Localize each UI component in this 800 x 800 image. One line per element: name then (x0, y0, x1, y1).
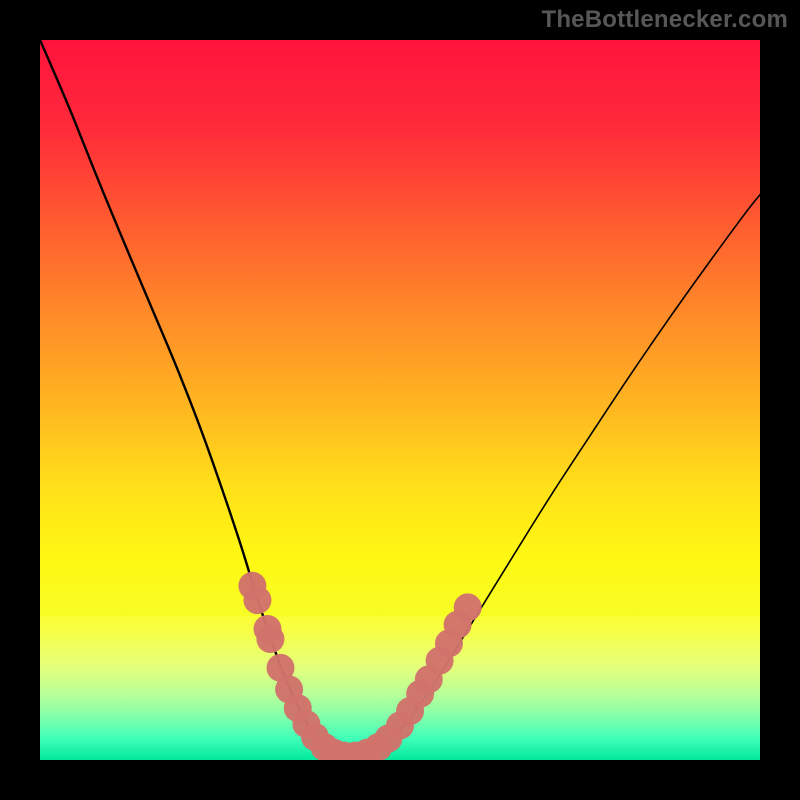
marker-dot (256, 625, 284, 653)
watermark-text: TheBottlenecker.com (541, 6, 788, 34)
chart-svg (40, 40, 760, 760)
marker-dot (243, 586, 271, 614)
outer-frame: TheBottlenecker.com (0, 0, 800, 800)
plot-area (40, 40, 760, 760)
marker-dot (454, 593, 482, 621)
